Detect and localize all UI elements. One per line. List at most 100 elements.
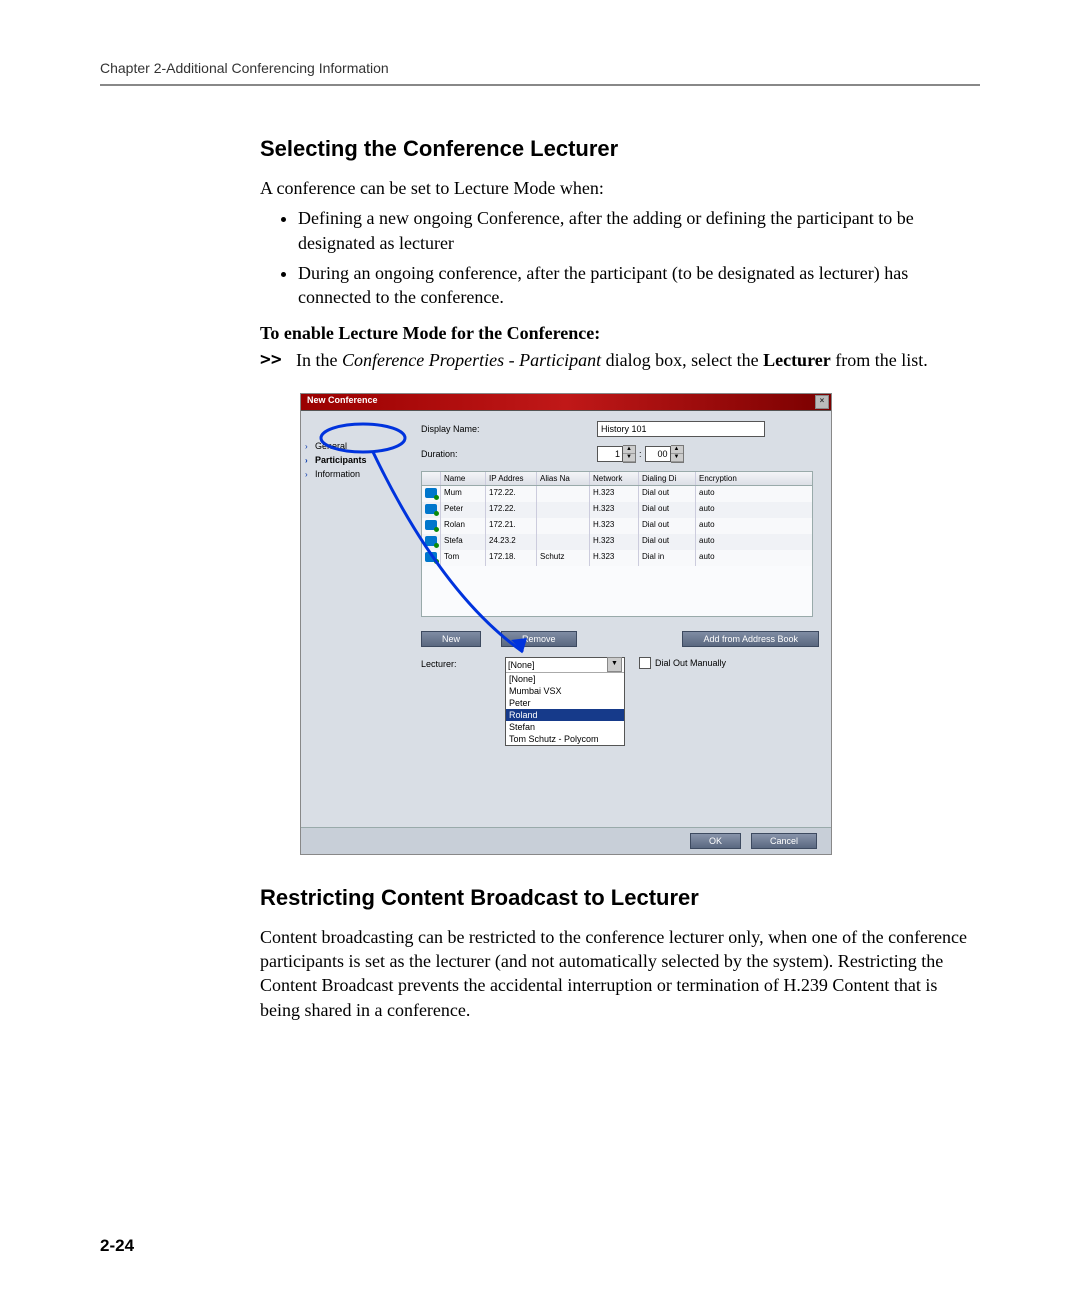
cell-ip: 172.18.	[486, 550, 537, 566]
cell-network: H.323	[590, 486, 639, 502]
duration-mins[interactable]: 00	[645, 446, 671, 462]
participant-icon	[425, 488, 437, 498]
cell-network: H.323	[590, 502, 639, 518]
table-header[interactable]: IP Addres	[486, 472, 537, 485]
step-italic: Conference Properties - Participant	[342, 350, 601, 370]
table-header[interactable]: Dialing Di	[639, 472, 696, 485]
cell-encryption: auto	[696, 486, 752, 502]
cell-ip: 172.22.	[486, 502, 537, 518]
cell-name: Stefa	[441, 534, 486, 550]
enable-heading: To enable Lecture Mode for the Conferenc…	[260, 323, 980, 344]
dropdown-selected: [None]	[508, 660, 535, 670]
table-header-row: Name IP Addres Alias Na Network Dialing …	[422, 472, 812, 486]
spinner-buttons-icon[interactable]: ▲▼	[671, 445, 684, 463]
page-number: 2-24	[100, 1236, 134, 1256]
dial-out-label: Dial Out Manually	[655, 658, 726, 668]
cell-alias	[537, 518, 590, 534]
close-icon[interactable]: ×	[815, 395, 829, 409]
chapter-header: Chapter 2-Additional Conferencing Inform…	[100, 60, 980, 86]
remove-button[interactable]: Remove	[501, 631, 577, 647]
intro-paragraph: A conference can be set to Lecture Mode …	[260, 176, 980, 200]
section2-paragraph: Content broadcasting can be restricted t…	[260, 925, 980, 1022]
spinner-buttons-icon[interactable]: ▲▼	[623, 445, 636, 463]
chevron-icon: ›	[305, 442, 308, 451]
table-row[interactable]: Mum172.22.H.323Dial outauto	[422, 486, 812, 502]
sidebar-item-information[interactable]: › Information	[301, 467, 409, 481]
cell-encryption: auto	[696, 502, 752, 518]
dialog-screenshot: New Conference × › General › Participant…	[300, 393, 832, 855]
bullet-item: During an ongoing conference, after the …	[298, 261, 980, 310]
cell-ip: 172.21.	[486, 518, 537, 534]
dropdown-option[interactable]: Roland	[506, 709, 624, 721]
table-row[interactable]: Rolan172.21.H.323Dial outauto	[422, 518, 812, 534]
sidebar-item-label: Participants	[315, 455, 367, 465]
dropdown-option[interactable]: Mumbai VSX	[506, 685, 624, 697]
cell-dialing: Dial out	[639, 518, 696, 534]
participant-icon	[425, 504, 437, 514]
table-header[interactable]: Alias Na	[537, 472, 590, 485]
chevron-icon: ›	[305, 470, 308, 479]
table-header[interactable]: Name	[441, 472, 486, 485]
table-row[interactable]: Stefa24.23.2H.323Dial outauto	[422, 534, 812, 550]
sidebar-item-general[interactable]: › General	[301, 439, 409, 453]
section-title-2: Restricting Content Broadcast to Lecture…	[260, 885, 980, 911]
cell-alias	[537, 534, 590, 550]
dropdown-option[interactable]: [None]	[506, 673, 624, 685]
duration-label: Duration:	[421, 449, 505, 459]
table-body: Mum172.22.H.323Dial outautoPeter172.22. H…	[422, 486, 812, 616]
cell-encryption: auto	[696, 550, 752, 566]
cell-network: H.323	[590, 518, 639, 534]
sidebar-item-participants[interactable]: › Participants	[301, 453, 409, 467]
cell-dialing: Dial out	[639, 486, 696, 502]
dialog-main: Display Name: History 101 Duration: 1 ▲▼…	[409, 411, 831, 827]
table-header[interactable]: Encryption	[696, 472, 752, 485]
duration-hours[interactable]: 1	[597, 446, 623, 462]
dropdown-option[interactable]: Tom Schutz - Polycom	[506, 733, 624, 745]
step-text: In the Conference Properties - Participa…	[296, 348, 980, 372]
table-row[interactable]: Peter172.22. H.323Dial outauto	[422, 502, 812, 518]
section-title-1: Selecting the Conference Lecturer	[260, 136, 980, 162]
dropdown-option[interactable]: Stefan	[506, 721, 624, 733]
sidebar-item-label: General	[315, 441, 347, 451]
cell-name: Peter	[441, 502, 486, 518]
cell-alias	[537, 502, 590, 518]
chevron-down-icon[interactable]: ▼	[607, 657, 622, 672]
lecturer-label: Lecturer:	[421, 657, 505, 669]
participant-icon	[425, 536, 437, 546]
step-prefix: In the	[296, 350, 342, 370]
step-bold: Lecturer	[763, 350, 831, 370]
participant-icon	[425, 520, 437, 530]
new-button[interactable]: New	[421, 631, 481, 647]
cell-alias	[537, 486, 590, 502]
cancel-button[interactable]: Cancel	[751, 833, 817, 849]
lecturer-dropdown[interactable]: [None] ▼ [None]Mumbai VSXPeterRolandStef…	[505, 657, 625, 746]
participant-icon	[425, 552, 437, 562]
dialog-title: New Conference	[307, 395, 378, 405]
cell-name: Mum	[441, 486, 486, 502]
dialog-footer: OK Cancel	[301, 827, 831, 854]
step-mid: dialog box, select the	[601, 350, 763, 370]
chevron-icon: ›	[305, 456, 308, 465]
dialog-sidebar: › General › Participants › Information	[301, 411, 409, 827]
dial-out-checkbox[interactable]	[639, 657, 651, 669]
dropdown-option[interactable]: Peter	[506, 697, 624, 709]
table-header	[422, 472, 441, 485]
cell-alias: Schutz	[537, 550, 590, 566]
table-row[interactable]: Tom172.18.SchutzH.323Dial inauto	[422, 550, 812, 566]
cell-dialing: Dial out	[639, 502, 696, 518]
ok-button[interactable]: OK	[690, 833, 741, 849]
step-marker: >>	[260, 348, 296, 372]
participants-table: Name IP Addres Alias Na Network Dialing …	[421, 471, 813, 617]
dialog-titlebar: New Conference ×	[301, 394, 831, 411]
dropdown-list: [None]Mumbai VSXPeterRolandStefanTom Sch…	[506, 672, 624, 745]
duration-spinner[interactable]: 1 ▲▼ : 00 ▲▼	[597, 445, 684, 463]
sidebar-item-label: Information	[315, 469, 360, 479]
cell-name: Rolan	[441, 518, 486, 534]
cell-encryption: auto	[696, 534, 752, 550]
table-header[interactable]: Network	[590, 472, 639, 485]
display-name-input[interactable]: History 101	[597, 421, 765, 437]
display-name-label: Display Name:	[421, 424, 505, 434]
step-suffix: from the list.	[831, 350, 928, 370]
cell-ip: 24.23.2	[486, 534, 537, 550]
add-from-address-book-button[interactable]: Add from Address Book	[682, 631, 819, 647]
